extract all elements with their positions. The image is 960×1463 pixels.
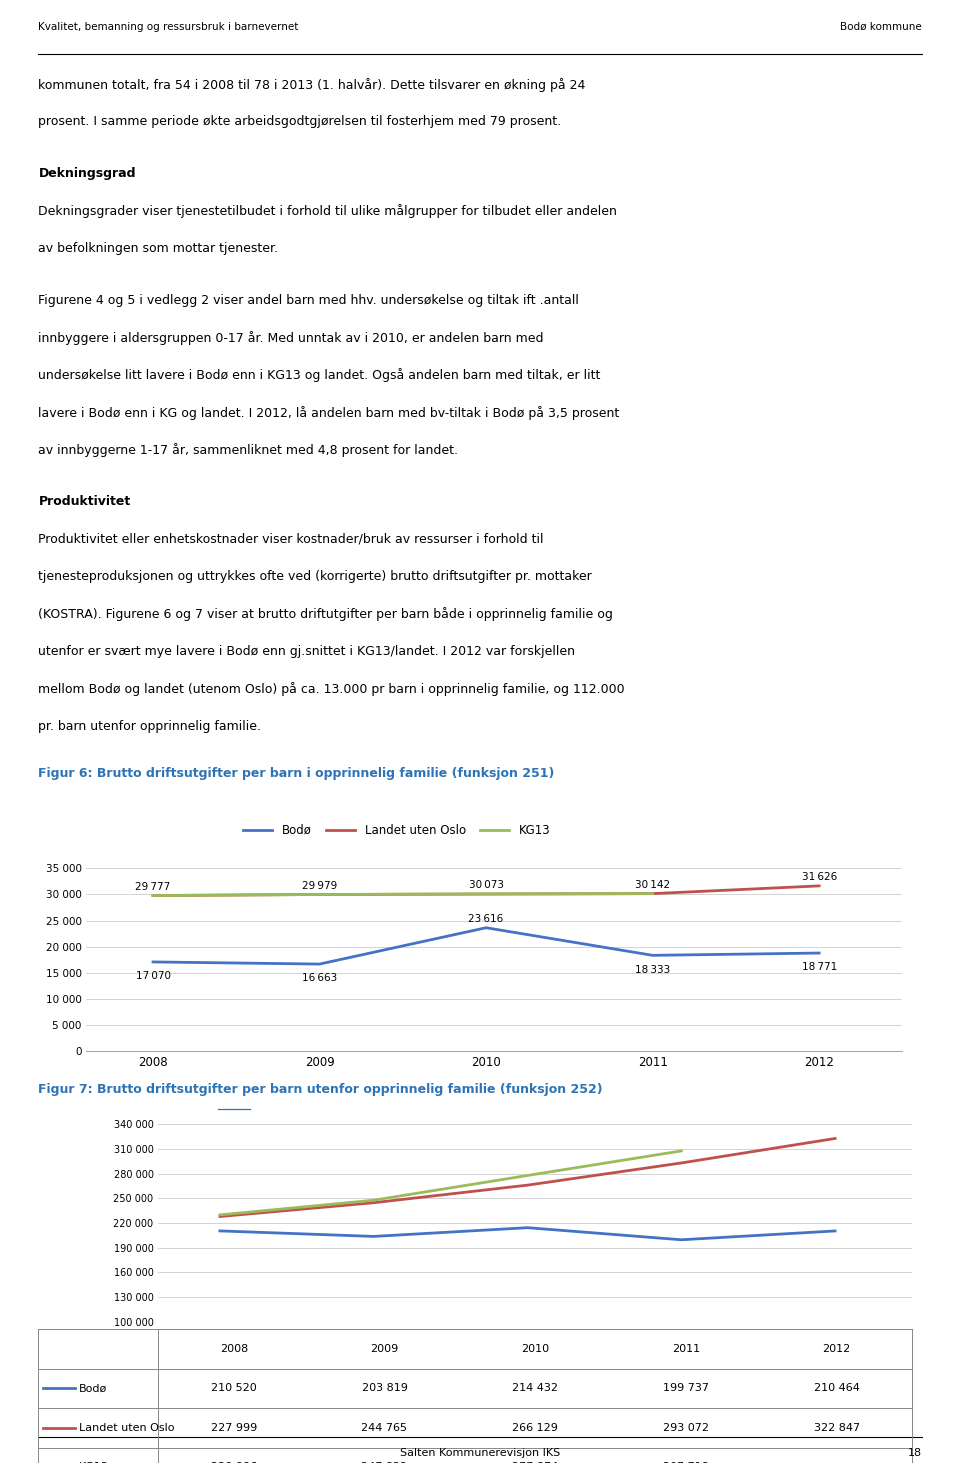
Text: 18: 18 <box>907 1448 922 1459</box>
Text: Dekningsgrad: Dekningsgrad <box>38 167 136 180</box>
Text: tjenesteproduksjonen og uttrykkes ofte ved (korrigerte) brutto driftsutgifter pr: tjenesteproduksjonen og uttrykkes ofte v… <box>38 571 592 582</box>
Text: 244 765: 244 765 <box>362 1423 407 1432</box>
Text: Bodø: Bodø <box>79 1384 107 1393</box>
Text: 29 777: 29 777 <box>135 882 171 892</box>
Text: Produktivitet: Produktivitet <box>38 494 131 508</box>
Text: Bodø kommune: Bodø kommune <box>840 22 922 32</box>
Text: 23 616: 23 616 <box>468 913 504 923</box>
Text: 30 073: 30 073 <box>468 881 504 891</box>
Text: 203 819: 203 819 <box>362 1384 407 1393</box>
Text: utenfor er svært mye lavere i Bodø enn gj.snittet i KG13/landet. I 2012 var fors: utenfor er svært mye lavere i Bodø enn g… <box>38 645 575 658</box>
Text: 31 626: 31 626 <box>802 872 837 882</box>
Text: innbyggere i aldersgruppen 0-17 år. Med unntak av i 2010, er andelen barn med: innbyggere i aldersgruppen 0-17 år. Med … <box>38 331 544 345</box>
Text: av innbyggerne 1-17 år, sammenliknet med 4,8 prosent for landet.: av innbyggerne 1-17 år, sammenliknet med… <box>38 443 459 458</box>
Text: prosent. I samme periode økte arbeidsgodtgjørelsen til fosterhjem med 79 prosent: prosent. I samme periode økte arbeidsgod… <box>38 116 562 127</box>
Text: Dekningsgrader viser tjenestetilbudet i forhold til ulike målgrupper for tilbude: Dekningsgrader viser tjenestetilbudet i … <box>38 205 617 218</box>
Text: 16 663: 16 663 <box>301 973 337 983</box>
Text: Salten Kommunerevisjon IKS: Salten Kommunerevisjon IKS <box>400 1448 560 1459</box>
Text: Figur 6: Brutto driftsutgifter per barn i opprinnelig familie (funksjon 251): Figur 6: Brutto driftsutgifter per barn … <box>38 767 555 780</box>
Text: 2011: 2011 <box>672 1344 700 1353</box>
Text: 30 142: 30 142 <box>636 879 670 890</box>
Text: Figurene 4 og 5 i vedlegg 2 viser andel barn med hhv. undersøkelse og tiltak ift: Figurene 4 og 5 i vedlegg 2 viser andel … <box>38 294 579 307</box>
Text: 18 771: 18 771 <box>802 963 837 973</box>
Text: 199 737: 199 737 <box>663 1384 708 1393</box>
Text: (KOSTRA). Figurene 6 og 7 viser at brutto driftutgifter per barn både i opprinne: (KOSTRA). Figurene 6 og 7 viser at brutt… <box>38 607 613 622</box>
Text: kommunen totalt, fra 54 i 2008 til 78 i 2013 (1. halvår). Dette tilsvarer en økn: kommunen totalt, fra 54 i 2008 til 78 i … <box>38 78 586 92</box>
Text: Produktivitet eller enhetskostnader viser kostnader/bruk av ressurser i forhold : Produktivitet eller enhetskostnader vise… <box>38 533 544 546</box>
Text: undersøkelse litt lavere i Bodø enn i KG13 og landet. Også andelen barn med tilt: undersøkelse litt lavere i Bodø enn i KG… <box>38 369 601 382</box>
Text: Landet uten Oslo: Landet uten Oslo <box>79 1423 174 1432</box>
Text: 293 072: 293 072 <box>663 1423 708 1432</box>
Text: pr. barn utenfor opprinnelig familie.: pr. barn utenfor opprinnelig familie. <box>38 720 261 733</box>
Text: 2012: 2012 <box>823 1344 851 1353</box>
Text: 227 999: 227 999 <box>210 1423 257 1432</box>
Text: 266 129: 266 129 <box>513 1423 558 1432</box>
Text: 2010: 2010 <box>521 1344 549 1353</box>
Text: mellom Bodø og landet (utenom Oslo) på ca. 13.000 pr barn i opprinnelig familie,: mellom Bodø og landet (utenom Oslo) på c… <box>38 682 625 696</box>
Text: 214 432: 214 432 <box>513 1384 558 1393</box>
Text: 18 333: 18 333 <box>635 964 670 974</box>
Text: 210 520: 210 520 <box>211 1384 256 1393</box>
Text: Figur 7: Brutto driftsutgifter per barn utenfor opprinnelig familie (funksjon 25: Figur 7: Brutto driftsutgifter per barn … <box>38 1083 603 1096</box>
Text: av befolkningen som mottar tjenester.: av befolkningen som mottar tjenester. <box>38 241 278 255</box>
Legend: Bodø, Landet uten Oslo, KG13: Bodø, Landet uten Oslo, KG13 <box>238 819 555 841</box>
Text: 2009: 2009 <box>371 1344 398 1353</box>
Text: 17 070: 17 070 <box>135 971 171 982</box>
Text: 210 464: 210 464 <box>814 1384 859 1393</box>
Text: 2008: 2008 <box>220 1344 248 1353</box>
Text: 322 847: 322 847 <box>813 1423 860 1432</box>
Text: 29 979: 29 979 <box>301 881 337 891</box>
Text: lavere i Bodø enn i KG og landet. I 2012, lå andelen barn med bv-tiltak i Bodø p: lavere i Bodø enn i KG og landet. I 2012… <box>38 405 619 420</box>
Text: Kvalitet, bemanning og ressursbruk i barnevernet: Kvalitet, bemanning og ressursbruk i bar… <box>38 22 299 32</box>
